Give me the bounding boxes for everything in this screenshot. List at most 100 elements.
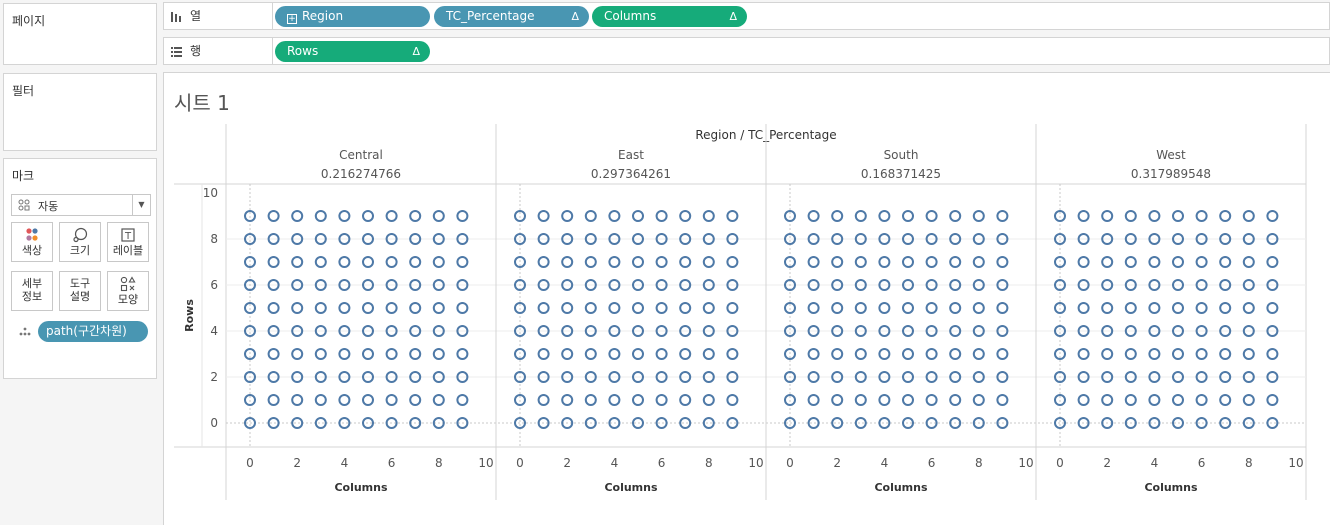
tooltip-button[interactable]: 도구 설명 [59,271,101,311]
x-tick-label: 10 [1018,456,1033,470]
color-button[interactable]: 색상 [11,222,53,262]
data-point [244,279,256,291]
data-point [584,302,597,314]
data-point [925,302,938,314]
data-point [972,325,985,337]
expand-plus-icon[interactable]: + [287,14,297,24]
data-point [949,233,962,245]
data-point [854,210,867,222]
chevron-down-icon[interactable]: ▼ [132,195,150,215]
data-point [878,417,891,429]
data-point [537,233,550,245]
filters-panel[interactable]: 필터 [3,73,157,151]
data-point [925,371,938,383]
data-point [807,348,820,360]
data-point [925,394,938,406]
data-point [409,371,422,383]
data-point [537,325,550,337]
data-point [679,279,692,291]
data-point [1101,371,1114,383]
shape-button[interactable]: 모양 [107,271,149,311]
data-point [655,417,668,429]
data-point [854,279,867,291]
data-point [385,417,398,429]
data-point [679,325,692,337]
data-point [1172,371,1184,383]
color-label: 색상 [21,244,43,257]
detail-button[interactable]: 세부 정보 [11,271,53,311]
data-point [878,371,891,383]
data-point [291,325,304,337]
data-point [291,210,304,222]
data-point [1242,371,1255,383]
data-point [432,394,445,406]
data-point [409,302,422,314]
data-point [267,348,280,360]
data-point [949,256,962,268]
data-point [1148,417,1161,429]
sheet-title[interactable]: 시트 1 [174,91,230,115]
data-point [456,348,469,360]
data-point [632,233,644,245]
mark-type-dropdown[interactable]: 자동 ▼ [11,194,151,216]
tooltip-label-line1: 도구 [69,277,91,290]
data-point [679,348,692,360]
data-point [949,279,962,291]
region-pill[interactable]: + Region [275,6,430,27]
data-point [1077,233,1090,245]
data-point [902,394,914,406]
rows-pill[interactable]: Rows Δ [275,41,430,62]
data-point [972,417,985,429]
data-point [1219,256,1232,268]
x-tick-label: 0 [1056,456,1064,470]
region-pill-label: Region [302,9,344,23]
rows-shelf[interactable]: 행 Rows Δ [163,37,1330,65]
data-point [608,210,621,222]
data-point [1219,394,1232,406]
data-point [632,348,644,360]
data-point [362,279,374,291]
data-point [807,256,820,268]
rows-shelf-label: 행 [190,44,202,58]
data-point [996,302,1009,314]
data-point [1124,256,1137,268]
data-point [514,233,526,245]
data-point [456,394,469,406]
delta-icon: Δ [729,10,737,23]
detail-dots-icon [19,327,31,336]
x-tick-label: 4 [341,456,349,470]
columns-pill[interactable]: Columns Δ [592,6,747,27]
data-point [655,325,668,337]
x-axis-label: Columns [334,481,388,494]
data-point [632,302,644,314]
y-tick-label: 2 [210,370,218,384]
data-point [854,256,867,268]
data-point [456,233,469,245]
data-point [514,210,526,222]
data-point [1195,371,1208,383]
label-button[interactable]: T 레이블 [107,222,149,262]
data-point [1266,302,1279,314]
data-point [291,371,304,383]
columns-shelf[interactable]: 열 + Region TC_Percentage Δ Columns Δ [163,2,1330,30]
data-point [385,256,398,268]
data-point [1077,348,1090,360]
y-tick-label: 8 [210,232,218,246]
data-point [608,417,621,429]
data-point [314,233,327,245]
pages-title: 페이지 [12,14,46,28]
data-point [902,371,914,383]
data-point [1172,210,1184,222]
data-point [1124,417,1137,429]
data-point [655,302,668,314]
pages-panel[interactable]: 페이지 [3,3,157,65]
pane-region-header: Central [339,148,383,162]
data-point [1219,210,1232,222]
size-button[interactable]: 크기 [59,222,101,262]
data-point [456,210,469,222]
tc-percentage-pill[interactable]: TC_Percentage Δ [434,6,589,27]
data-point [1195,394,1208,406]
path-bin-pill[interactable]: path(구간차원) [38,321,148,342]
data-point [537,417,550,429]
data-point [456,279,469,291]
